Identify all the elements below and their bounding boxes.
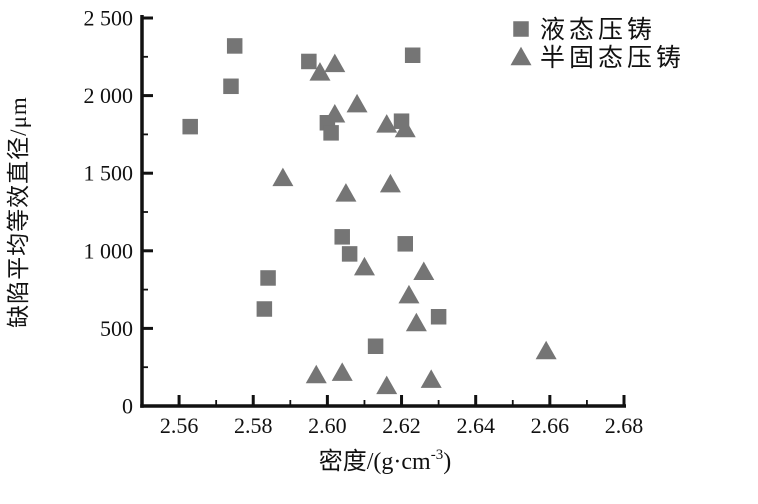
data-point-triangle [394, 118, 416, 138]
data-point-triangle [272, 167, 294, 187]
data-point-triangle [331, 362, 353, 381]
data-point-square [334, 229, 350, 245]
data-point-triangle [379, 173, 401, 193]
data-point-triangle [405, 312, 427, 332]
y-tick-label: 1 000 [84, 238, 134, 263]
data-point-triangle [353, 256, 375, 276]
data-point-triangle [324, 104, 346, 123]
data-point-square [256, 301, 273, 317]
data-point-square [404, 47, 421, 63]
data-point-square [341, 246, 358, 262]
data-point-triangle [376, 114, 398, 133]
y-tick-label: 1 500 [84, 161, 134, 186]
data-point-triangle [398, 284, 420, 304]
x-tick-label: 2.56 [160, 413, 199, 438]
data-point-square [367, 338, 384, 354]
data-point-square [223, 78, 239, 95]
data-point-square [397, 236, 413, 252]
data-point-square [182, 118, 198, 135]
data-point-triangle [420, 369, 442, 388]
data-point-triangle [535, 340, 557, 360]
x-tick-label: 2.66 [531, 413, 570, 438]
x-axis-title: 密度/(g·cm-3) [319, 447, 451, 475]
y-axis-title: 缺陷平均等效直径/μm [6, 96, 31, 328]
data-point-triangle [376, 375, 398, 395]
data-point-square [323, 125, 339, 141]
x-tick-label: 2.60 [308, 413, 347, 438]
data-point-triangle [324, 53, 346, 73]
y-tick-label: 0 [122, 394, 133, 419]
legend-label-liquid: 液态压铸 [540, 16, 656, 44]
x-tick-label: 2.64 [456, 413, 495, 438]
legend-square-marker-icon [513, 21, 529, 37]
data-point-triangle [413, 261, 435, 281]
data-point-triangle [335, 183, 357, 202]
data-point-square [260, 270, 276, 286]
x-tick-label: 2.58 [234, 413, 273, 438]
legend-label-semisolid: 半固态压铸 [540, 44, 685, 72]
x-tick-label: 2.68 [605, 413, 644, 438]
y-tick-label: 2 000 [84, 83, 134, 108]
y-tick-label: 2 500 [84, 6, 134, 31]
legend-triangle-marker-icon [510, 46, 532, 66]
y-tick-label: 500 [100, 316, 133, 341]
data-point-triangle [309, 62, 331, 81]
data-point-triangle [305, 364, 327, 384]
data-point-square [226, 38, 243, 54]
data-point-triangle [346, 93, 368, 113]
x-tick-label: 2.62 [382, 413, 421, 438]
data-point-square [301, 53, 317, 70]
data-point-square [430, 309, 447, 325]
